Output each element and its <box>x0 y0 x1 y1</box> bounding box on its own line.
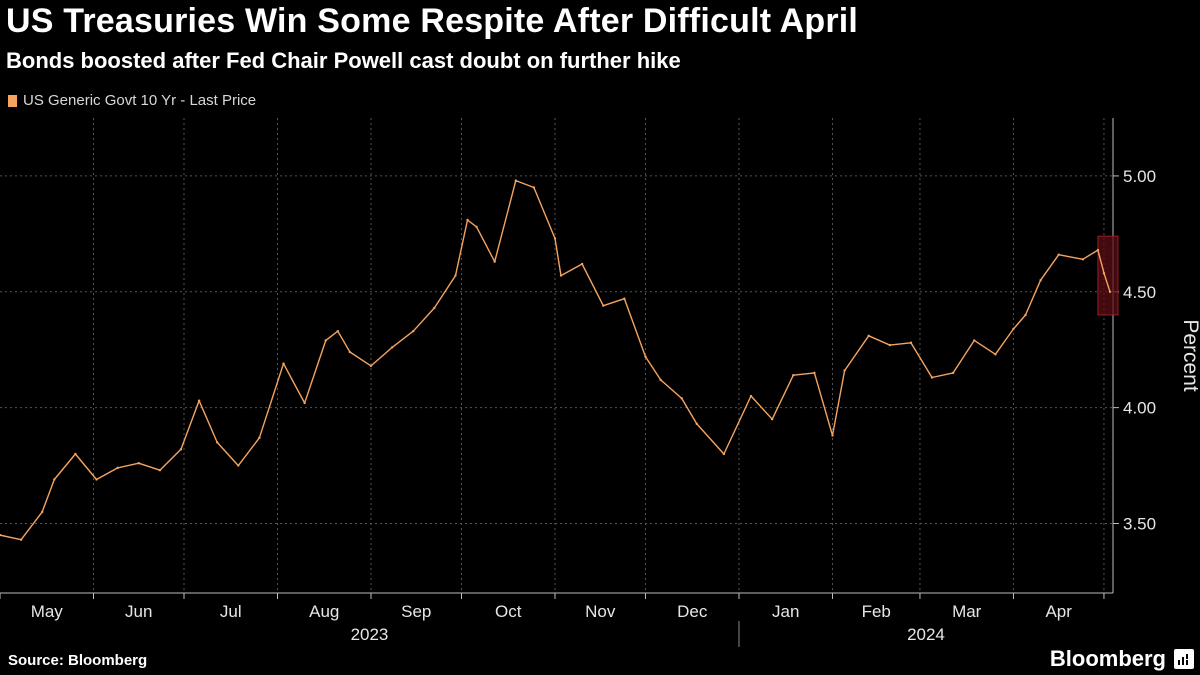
data-point <box>951 371 955 375</box>
data-point <box>466 218 469 222</box>
y-tick-label: 4.00 <box>1123 399 1156 418</box>
x-tick-label: Aug <box>309 602 339 621</box>
chart-title: US Treasuries Win Some Respite After Dif… <box>6 2 859 40</box>
x-tick-label: Jan <box>772 602 799 621</box>
data-point <box>179 448 183 451</box>
year-label: 2024 <box>907 625 945 644</box>
data-point <box>303 401 306 405</box>
data-point <box>1012 327 1015 331</box>
x-tick-label: Apr <box>1045 602 1072 621</box>
data-point <box>644 355 647 358</box>
data-point <box>909 341 913 344</box>
data-point <box>532 186 536 189</box>
data-point <box>580 262 584 266</box>
data-point <box>553 237 557 240</box>
data-point <box>53 478 56 481</box>
data-point <box>412 329 415 333</box>
data-point <box>867 334 870 338</box>
data-point <box>843 369 846 372</box>
data-point <box>1081 258 1085 261</box>
x-tick-label: Nov <box>585 602 616 621</box>
data-point <box>475 225 478 229</box>
data-point <box>282 362 285 365</box>
data-point <box>770 418 774 421</box>
data-point <box>158 468 162 472</box>
data-point <box>19 538 23 541</box>
highlight-box <box>1097 235 1119 316</box>
data-point <box>1039 278 1042 282</box>
data-point <box>559 274 563 277</box>
data-point <box>116 466 119 470</box>
data-point <box>215 441 219 444</box>
data-point <box>95 478 98 481</box>
data-point <box>1024 313 1027 317</box>
data-point <box>792 373 795 377</box>
x-tick-label: Sep <box>401 602 431 621</box>
data-point <box>722 452 726 456</box>
data-point <box>197 399 201 402</box>
data-point <box>930 376 934 379</box>
data-point <box>695 422 698 426</box>
x-tick-label: Dec <box>677 602 708 621</box>
x-tick-label: Jul <box>220 602 242 621</box>
data-point <box>973 339 976 342</box>
data-point <box>680 397 683 400</box>
x-tick-label: Jun <box>125 602 152 621</box>
data-point <box>1096 248 1100 252</box>
series-line <box>0 179 1111 541</box>
bloomberg-icon <box>1174 649 1194 669</box>
data-point <box>336 329 340 333</box>
x-tick-label: Feb <box>862 602 891 621</box>
data-point <box>1102 272 1106 275</box>
x-tick-label: Mar <box>952 602 982 621</box>
data-point <box>324 339 327 342</box>
data-point <box>41 510 44 514</box>
data-point <box>602 304 605 307</box>
data-point <box>454 274 457 277</box>
data-point <box>994 353 997 356</box>
data-point <box>237 464 240 467</box>
data-point <box>433 306 436 310</box>
data-point <box>623 297 626 300</box>
y-axis-label: Percent <box>1179 319 1200 392</box>
chart-subtitle: Bonds boosted after Fed Chair Powell cas… <box>6 48 681 73</box>
data-point <box>348 350 352 354</box>
x-tick-label: May <box>31 602 64 621</box>
data-point <box>74 452 77 456</box>
legend: US Generic Govt 10 Yr - Last Price <box>8 92 256 109</box>
year-label: 2023 <box>351 625 389 644</box>
legend-swatch <box>8 94 17 107</box>
data-point <box>1108 290 1112 293</box>
bloomberg-logo: Bloomberg <box>1049 646 1166 671</box>
y-tick-label: 4.50 <box>1123 283 1156 302</box>
data-point <box>1057 253 1060 256</box>
data-point <box>514 179 517 182</box>
x-tick-label: Oct <box>495 602 522 621</box>
y-tick-label: 3.50 <box>1123 514 1156 533</box>
data-point <box>749 394 753 398</box>
data-point <box>0 533 2 537</box>
source-note: Source: Bloomberg <box>8 652 148 669</box>
data-point <box>831 434 834 437</box>
legend-label: US Generic Govt 10 Yr - Last Price <box>23 92 257 109</box>
data-point <box>390 346 394 349</box>
data-point <box>493 260 496 263</box>
data-point <box>888 343 891 347</box>
data-point <box>659 378 662 382</box>
data-point <box>369 364 373 368</box>
data-point <box>258 436 261 439</box>
data-point <box>813 371 816 375</box>
data-point <box>137 462 140 465</box>
y-tick-label: 5.00 <box>1123 167 1156 186</box>
